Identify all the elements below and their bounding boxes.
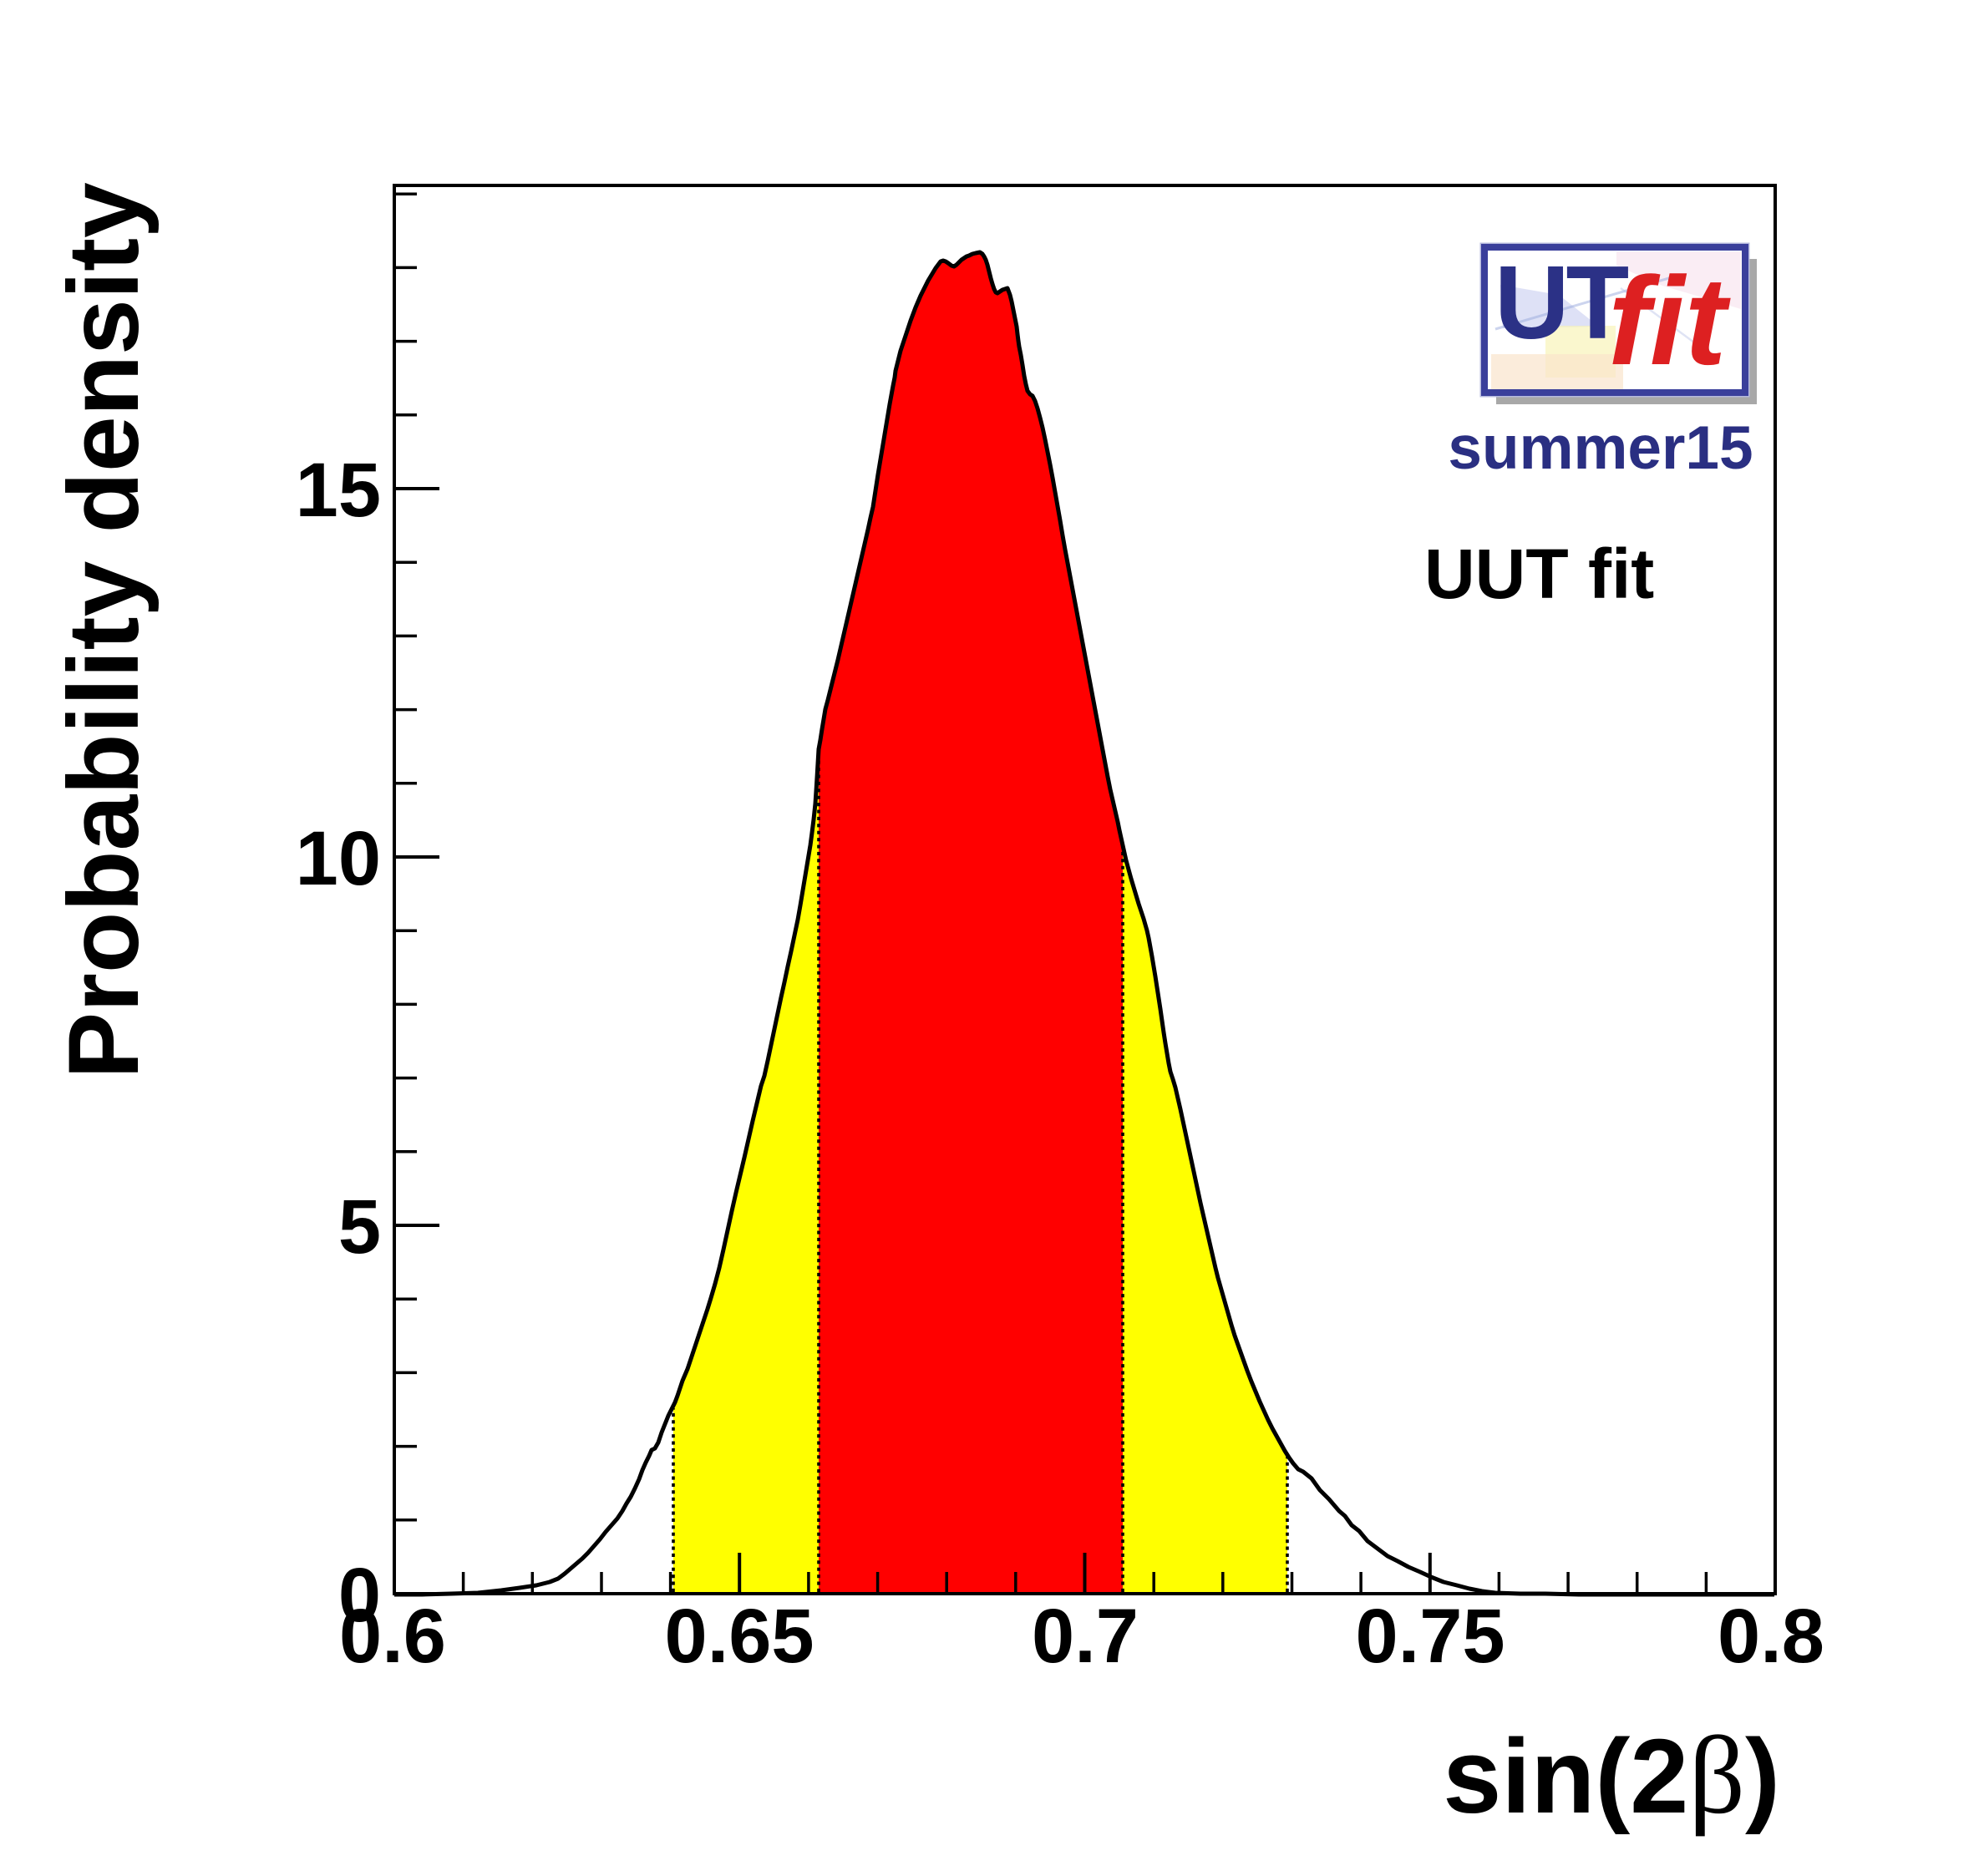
svg-text:15: 15 — [296, 448, 381, 533]
svg-text:0.75: 0.75 — [1355, 1594, 1505, 1679]
svg-text:0.6: 0.6 — [339, 1594, 446, 1679]
svg-text:Probability density: Probability density — [48, 182, 160, 1079]
svg-text:0.7: 0.7 — [1032, 1594, 1139, 1679]
svg-text:0.8: 0.8 — [1718, 1594, 1824, 1679]
svg-text:UT: UT — [1494, 246, 1629, 361]
svg-text:0.65: 0.65 — [664, 1594, 814, 1679]
svg-text:fit: fit — [1608, 251, 1732, 391]
svg-text:0: 0 — [338, 1553, 381, 1638]
svg-text:sin(2β): sin(2β) — [1443, 1713, 1780, 1837]
svg-text:summer15: summer15 — [1448, 414, 1753, 482]
svg-text:5: 5 — [338, 1184, 381, 1270]
svg-text:UUT fit: UUT fit — [1424, 535, 1654, 613]
svg-text:10: 10 — [296, 816, 381, 901]
